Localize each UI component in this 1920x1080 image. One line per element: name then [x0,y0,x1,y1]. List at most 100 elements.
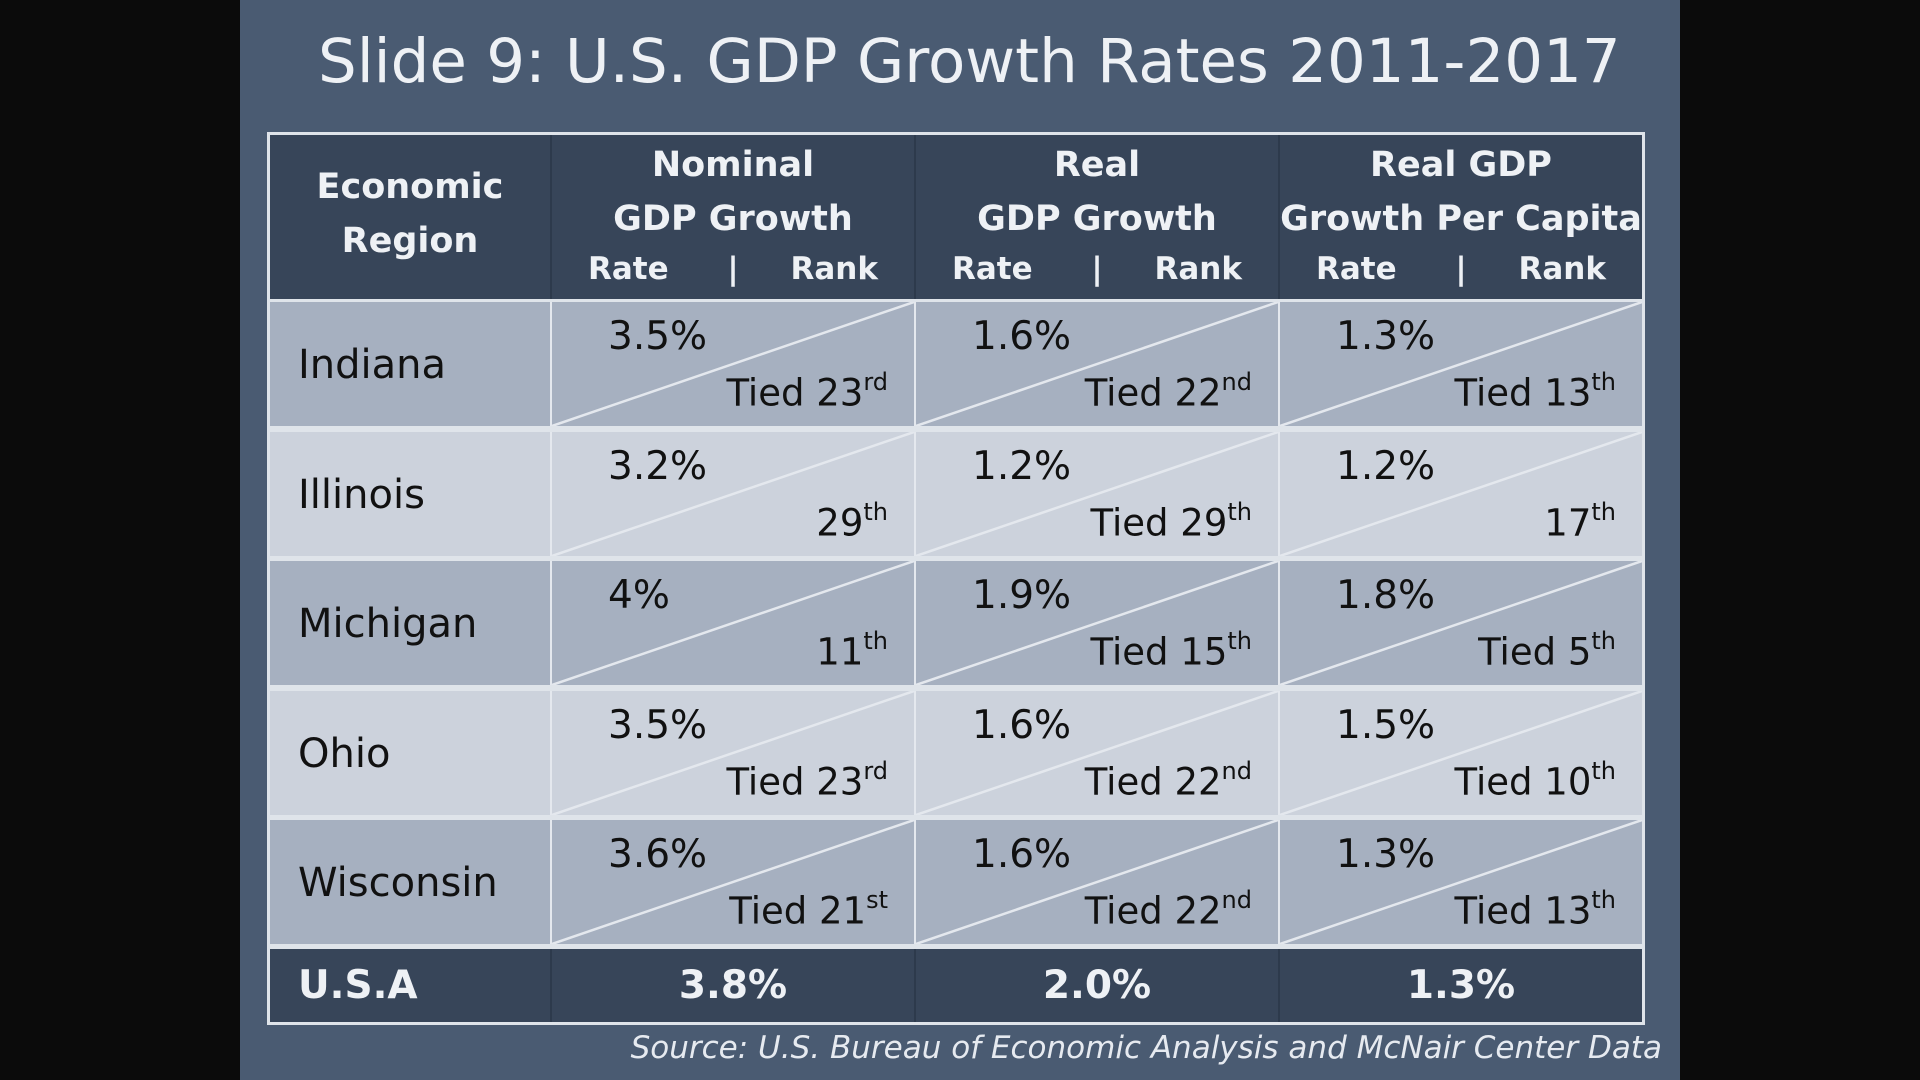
column-divider [914,561,916,685]
growth-rate: 3.6% [608,832,708,877]
rate-rank-cell: 1.6% Tied 22nd [916,302,1278,426]
state-rank: Tied 15th [1090,627,1252,674]
cell-diagonal-divider [916,820,1278,944]
real-gdp-header: Real GDP Growth Rate | Rank [916,135,1278,299]
usa-label: U.S.A [298,963,418,1008]
cell-diagonal-divider [1280,561,1642,685]
rate-subheader: Rate [952,251,1033,287]
rate-rank-cell: 3.2% 29th [552,432,914,556]
column-divider [914,135,916,299]
region-header-line2: Region [341,221,479,261]
rank-text: Tied 5 [1478,630,1592,674]
rate-rank-cell: 4% 11th [552,561,914,685]
rank-text: 29 [816,501,864,545]
rank-ordinal-suffix: th [1591,627,1616,655]
rank-text: Tied 22 [1084,371,1222,415]
cell-diagonal-divider [916,691,1278,815]
rank-text: Tied 23 [726,371,864,415]
rank-text: Tied 29 [1090,501,1228,545]
growth-rate: 3.2% [608,444,708,489]
column-divider [550,949,552,1022]
rank-text: Tied 15 [1090,630,1228,674]
growth-rate: 1.6% [972,703,1072,748]
subheader-separator: | [1455,251,1467,287]
nominal-gdp-header: Nominal GDP Growth Rate | Rank [552,135,914,299]
rate-rank-cell: 3.5% Tied 23rd [552,302,914,426]
cell-diagonal-divider [916,561,1278,685]
rank-subheader: Rank [1518,251,1606,287]
rate-rank-cell: 3.6% Tied 21st [552,820,914,944]
rank-text: Tied 23 [726,760,864,804]
column-divider [1278,135,1280,299]
growth-rate: 1.6% [972,314,1072,359]
rank-ordinal-suffix: th [863,627,888,655]
rank-text: Tied 22 [1084,889,1222,933]
state-rank: Tied 5th [1478,627,1616,674]
region-header: Economic Region [270,135,550,299]
table-row: Indiana 3.5% Tied 23rd 1.6% Tied 22nd 1.3% Tie… [270,302,1642,426]
rank-ordinal-suffix: rd [863,368,888,396]
usa-real-gdp-value: 2.0% [1042,963,1152,1008]
column-divider [550,432,552,556]
rank-ordinal-suffix: nd [1221,368,1252,396]
cell-diagonal-divider [1280,691,1642,815]
rank-ordinal-suffix: th [1227,498,1252,526]
growth-rate: 1.2% [972,444,1072,489]
state-rank: Tied 22nd [1084,886,1252,933]
rate-rank-cell: 1.2% 17th [1280,432,1642,556]
usa-real-gdp-per-capita-value: 1.3% [1406,963,1516,1008]
rate-rank-cell: 1.5% Tied 10th [1280,691,1642,815]
cell-diagonal-divider [552,302,914,426]
rank-text: Tied 22 [1084,760,1222,804]
column-header-line1: Nominal [651,145,815,185]
real-gdp-per-capita-header: Real GDP Growth Per Capita Rate | Rank [1280,135,1642,299]
growth-rate: 1.3% [1336,832,1436,877]
growth-rate: 1.2% [1336,444,1436,489]
column-divider [914,691,916,815]
rank-ordinal-suffix: nd [1221,886,1252,914]
column-divider [1278,949,1280,1022]
column-divider [1278,432,1280,556]
growth-rate: 3.5% [608,314,708,359]
column-divider [914,432,916,556]
rate-rank-cell: 1.6% Tied 22nd [916,820,1278,944]
cell-diagonal-divider [916,432,1278,556]
subheader-separator: | [727,251,739,287]
region-name: Illinois [298,472,425,518]
column-divider [550,691,552,815]
region-header-line1: Economic [316,167,504,207]
growth-rate: 3.5% [608,703,708,748]
rank-text: Tied 10 [1454,760,1592,804]
state-rank: Tied 29th [1090,498,1252,545]
rank-ordinal-suffix: st [866,886,888,914]
rank-subheader: Rank [1154,251,1242,287]
subheader-separator: | [1091,251,1103,287]
rate-rank-cell: 3.5% Tied 23rd [552,691,914,815]
region-name: Ohio [298,731,391,777]
state-rank: Tied 13th [1455,368,1616,414]
cell-diagonal-divider [552,820,914,944]
region-name: Wisconsin [298,860,498,906]
rank-text: 17 [1544,501,1592,545]
column-header-line1: Real [1053,145,1141,185]
cell-diagonal-divider [916,302,1278,426]
usa-nominal-gdp-value: 3.8% [678,963,788,1008]
state-rank: Tied 23rd [726,368,888,415]
rank-ordinal-suffix: th [863,498,888,526]
cell-diagonal-divider [552,691,914,815]
state-rank: Tied 10th [1454,757,1616,804]
rank-ordinal-suffix: th [1591,368,1616,396]
slide: Slide 9: U.S. GDP Growth Rates 2011-2017… [240,0,1680,1080]
state-rank: Tied 21st [729,886,888,932]
table-row: Michigan 4% 11th 1.9% Tied 15th 1.8% Tied 5th [270,561,1642,685]
rate-subheader: Rate [588,251,669,287]
rank-ordinal-suffix: th [1591,886,1616,914]
column-divider [1278,691,1280,815]
gdp-table: Economic Region Nominal GDP Growth Rate … [267,132,1645,1025]
column-header-line2: Growth Per Capita [1280,199,1642,239]
column-divider [1278,561,1280,685]
column-divider [550,135,552,299]
growth-rate: 1.6% [972,832,1072,877]
table-row: Ohio 3.5% Tied 23rd 1.6% Tied 22nd 1.5% Tied 1… [270,691,1642,815]
table-header: Economic Region Nominal GDP Growth Rate … [270,135,1642,299]
